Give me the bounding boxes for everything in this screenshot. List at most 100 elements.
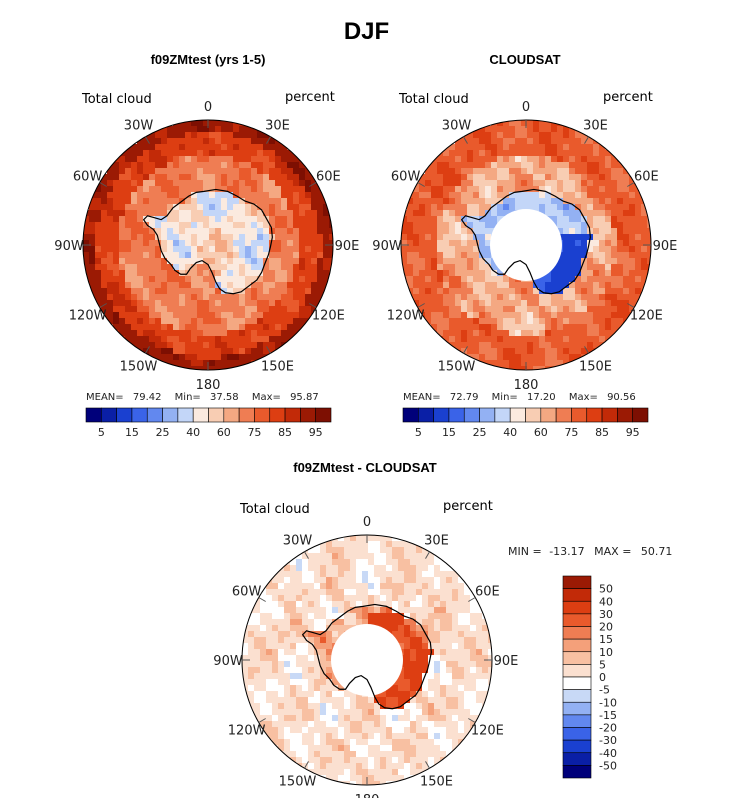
panel2-colorbar-tick: 5: [415, 426, 422, 439]
panel3-colorbar-tick: -15: [599, 709, 617, 722]
panel1-colorbar-tick: 60: [217, 426, 231, 439]
panel1-colorbar-swatch: [223, 407, 240, 423]
panel1-colorbar-swatch: [85, 407, 102, 423]
panel3-max-value: 50.71: [640, 545, 673, 558]
panel2-colorbar-swatch: [617, 407, 633, 423]
panel3-colorbar-tick: -50: [599, 759, 617, 772]
panel3-colorbar-swatch: [562, 588, 592, 602]
panel1-colorbar-tick: 95: [309, 426, 323, 439]
panel1-colorbar-swatch: [315, 407, 332, 423]
panel3-map: 0 30E 60E 90E 120E 150E 180 150W 120W 90W 60W 30W: [213, 515, 518, 798]
panel2-colorbar-tick: 60: [534, 426, 548, 439]
panel2-colorbar-swatch: [632, 407, 649, 423]
panel3-lon-label: 0: [363, 515, 371, 530]
panel1-colorbar-swatch: [116, 407, 133, 423]
panel3-colorbar-tick: -20: [599, 722, 617, 735]
panel1-mean-value: 79.42: [132, 392, 162, 403]
panel1-variable-label: Total cloud: [82, 92, 152, 107]
panel2-colorbar-swatch: [525, 407, 542, 423]
panel2-colorbar-tick: 85: [595, 426, 609, 439]
panel2-map: 0 30E 60E 90E 120E 150E 180 150W 120W 90W 60W 30W: [372, 100, 677, 393]
panel1-map: 0 30E 60E 90E 120E 150E 180 150W 120W 90W 60W 30W: [54, 100, 359, 393]
panel2-max-value: 90.56: [607, 392, 636, 403]
panel2-colorbar-swatch: [571, 407, 588, 423]
panel3-variable-label: Total cloud: [240, 502, 310, 517]
panel3-lon-label: 120W: [228, 724, 266, 739]
panel3-colorbar-swatch: [562, 600, 592, 615]
panel2-colorbar-swatch: [402, 407, 419, 423]
panel3-units-label: percent: [443, 499, 493, 514]
panel2-variable-label: Total cloud: [399, 92, 469, 107]
panel3-colorbar-swatch: [562, 727, 592, 741]
panel1-lon-label: 120W: [69, 309, 107, 324]
panel3-pole-hole: [331, 624, 403, 696]
panel2-lon-label: 30E: [583, 119, 608, 134]
panel3-coastline: [301, 603, 432, 710]
panel2-lon-label: 180: [514, 378, 539, 393]
panel2-title: CLOUDSAT: [489, 52, 561, 67]
panel1-lon-label: 30E: [265, 119, 290, 134]
panel2-lon-label: 120E: [630, 309, 663, 324]
panel3-lon-label: 150W: [279, 774, 317, 789]
panel1-lon-label: 30W: [124, 119, 154, 134]
panel1-colorbar-swatch: [284, 407, 301, 423]
panel2-min-label: Min=: [491, 392, 518, 403]
panel1-colorbar-tick: 75: [247, 426, 261, 439]
panel2-colorbar-swatch: [433, 407, 450, 423]
panel3-min-label: MIN =: [508, 545, 542, 558]
panel3-colorbar-swatch: [562, 689, 592, 703]
panel2-coastline: [460, 188, 591, 295]
panel3-min-value: -13.17: [549, 545, 585, 558]
panel3-colorbar-tick: 50: [599, 583, 613, 596]
panel1-lon-label: 60E: [316, 170, 341, 185]
panel2-mean-label: MEAN=: [403, 392, 441, 403]
panel3-colorbar-tick: -10: [599, 696, 617, 709]
panel3-colorbar-tick: -5: [599, 684, 610, 697]
panel3-colorbar-tick: 20: [599, 621, 613, 634]
panel2-colorbar-swatch: [494, 407, 511, 423]
panel3-colorbar-tick: 30: [599, 608, 613, 621]
panel1-colorbar: 5 15 25 40 60 75 85 95: [85, 407, 332, 439]
panel2-lon-label: 150E: [579, 359, 612, 374]
panel3-colorbar-swatch: [562, 575, 592, 589]
panel2-colorbar-swatch: [463, 407, 480, 423]
panel1-colorbar-tick: 25: [156, 426, 170, 439]
panel3-lon-label: 120E: [471, 724, 504, 739]
panel3-colorbar-tick: 15: [599, 633, 613, 646]
panel1-coastline: [142, 188, 273, 295]
panel1-colorbar-tick: 40: [186, 426, 200, 439]
panel2-min-value: 17.20: [526, 392, 556, 403]
panel2-colorbar: 5 15 25 40 60 75 85 95: [402, 407, 649, 439]
panel3-colorbar-swatch: [562, 765, 592, 779]
panel3-colorbar-swatch: [562, 739, 592, 754]
panel1-colorbar-swatch: [101, 407, 117, 423]
panel3-title: f09ZMtest - CLOUDSAT: [293, 460, 437, 475]
panel1-lon-label: 150W: [120, 359, 158, 374]
panel1-colorbar-swatch: [192, 407, 209, 423]
panel3-lon-label: 150E: [420, 774, 453, 789]
panel2-colorbar-swatch: [509, 407, 526, 423]
panel2-colorbar-swatch: [448, 407, 465, 423]
panel3-colorbar-swatch: [562, 651, 592, 665]
panel3-colorbar-swatch: [562, 613, 592, 627]
panel3-colorbar-swatch: [562, 714, 592, 728]
panel3-colorbar-tick: 10: [599, 646, 613, 659]
panel3-colorbar-swatch: [562, 664, 592, 678]
panel2-colorbar-swatch: [586, 407, 603, 423]
panel2-lon-label: 60W: [391, 170, 421, 185]
panel2-colorbar-tick: 75: [564, 426, 578, 439]
panel3-max-label: MAX =: [594, 545, 632, 558]
panel3-lon-label: 30W: [283, 534, 313, 549]
panel1-colorbar-swatch: [300, 407, 316, 423]
panel1-colorbar-tick: 5: [98, 426, 105, 439]
panel3-lon-label: 180: [355, 793, 380, 798]
panel2-colorbar-tick: 40: [503, 426, 517, 439]
panel1-field: [83, 120, 333, 370]
panel2-colorbar-swatch: [555, 407, 572, 423]
panel2-lon-label: 90W: [372, 239, 402, 254]
panel1-min-label: Min=: [174, 392, 201, 403]
panel3-lon-label: 60E: [475, 585, 500, 600]
panel1-mean-label: MEAN=: [86, 392, 124, 403]
